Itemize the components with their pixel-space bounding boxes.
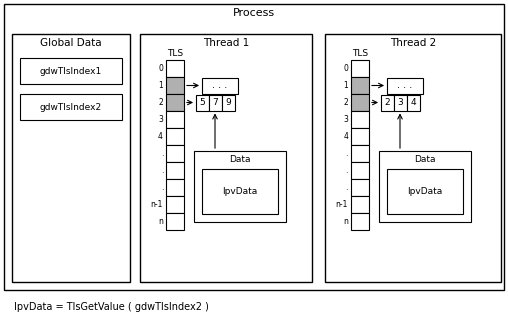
Text: Thread 2: Thread 2 (390, 38, 436, 48)
Text: Data: Data (229, 155, 251, 165)
Text: gdwTlsIndex1: gdwTlsIndex1 (40, 67, 102, 75)
Bar (387, 169, 463, 214)
Bar (20, 58, 122, 84)
Text: 2: 2 (385, 98, 390, 107)
Text: n-1: n-1 (151, 200, 163, 209)
Text: 1: 1 (158, 81, 163, 90)
Bar (140, 34, 312, 282)
Bar (166, 179, 184, 196)
Text: 7: 7 (213, 98, 218, 107)
Bar (202, 77, 238, 93)
Bar (222, 94, 235, 111)
Text: . . .: . . . (397, 80, 412, 91)
Bar (194, 151, 286, 222)
Bar (381, 94, 394, 111)
Bar (166, 60, 184, 77)
Text: gdwTlsIndex2: gdwTlsIndex2 (40, 102, 102, 112)
Text: Data: Data (414, 155, 436, 165)
Bar (166, 145, 184, 162)
Text: . . .: . . . (212, 80, 228, 91)
Bar (202, 169, 278, 214)
Text: 2: 2 (343, 98, 348, 107)
Text: IpvData = TlsGetValue ( gdwTlsIndex2 ): IpvData = TlsGetValue ( gdwTlsIndex2 ) (14, 302, 209, 312)
Text: .: . (161, 166, 163, 175)
Bar (351, 162, 369, 179)
Text: n: n (158, 217, 163, 226)
Bar (166, 77, 184, 94)
Text: n-1: n-1 (336, 200, 348, 209)
Bar (166, 111, 184, 128)
Text: 1: 1 (343, 81, 348, 90)
Text: IpvData: IpvData (223, 187, 258, 196)
Text: .: . (161, 149, 163, 158)
Text: .: . (161, 183, 163, 192)
Text: 9: 9 (226, 98, 231, 107)
Bar (209, 94, 222, 111)
Bar (351, 60, 369, 77)
Text: .: . (345, 149, 348, 158)
Bar (351, 196, 369, 213)
Text: 4: 4 (410, 98, 417, 107)
Bar (351, 94, 369, 111)
Text: .: . (345, 166, 348, 175)
Text: 2: 2 (158, 98, 163, 107)
Bar (351, 145, 369, 162)
Text: 4: 4 (343, 132, 348, 141)
Bar (166, 94, 184, 111)
Bar (351, 77, 369, 94)
Text: n: n (343, 217, 348, 226)
Bar (12, 34, 130, 282)
Bar (379, 151, 471, 222)
Bar (351, 213, 369, 230)
Bar (166, 196, 184, 213)
Bar (4, 4, 504, 290)
Text: Process: Process (233, 8, 275, 18)
Text: 3: 3 (398, 98, 403, 107)
Text: 3: 3 (158, 115, 163, 124)
Text: 3: 3 (343, 115, 348, 124)
Bar (407, 94, 420, 111)
Text: IpvData: IpvData (407, 187, 442, 196)
Bar (20, 94, 122, 120)
Bar (196, 94, 209, 111)
Text: 0: 0 (343, 64, 348, 73)
Text: 4: 4 (158, 132, 163, 141)
Text: TLS: TLS (352, 49, 368, 57)
Text: Thread 1: Thread 1 (203, 38, 249, 48)
Text: Global Data: Global Data (40, 38, 102, 48)
Bar (387, 77, 423, 93)
Text: 0: 0 (158, 64, 163, 73)
Bar (351, 111, 369, 128)
Bar (351, 179, 369, 196)
Bar (166, 162, 184, 179)
Bar (351, 128, 369, 145)
Text: TLS: TLS (167, 49, 183, 57)
Text: 5: 5 (200, 98, 205, 107)
Bar (394, 94, 407, 111)
Bar (166, 213, 184, 230)
Bar (166, 128, 184, 145)
Text: .: . (345, 183, 348, 192)
Bar (325, 34, 501, 282)
